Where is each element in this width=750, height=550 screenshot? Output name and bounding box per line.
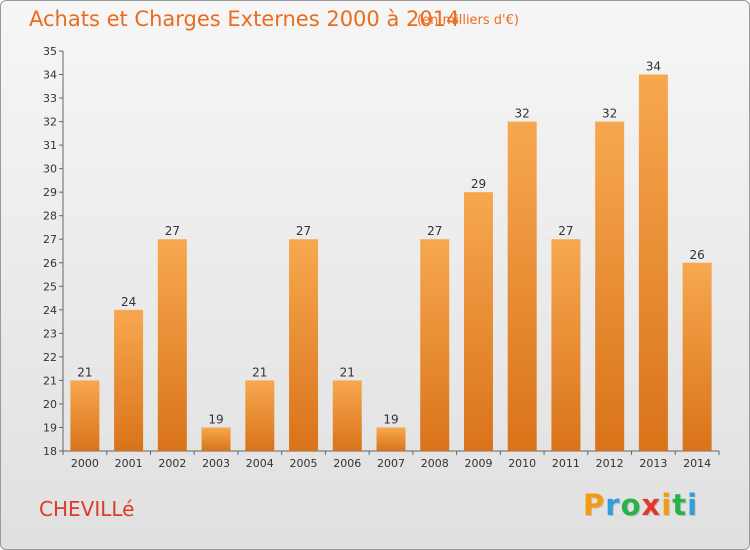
logo-letter: P — [583, 488, 606, 522]
chart-axes: 18 19 20 21 22 23 24 25 26 27 28 29 30 31 32 33 34 35 2000… — [43, 45, 720, 470]
bar-value-label: 19 — [208, 412, 223, 426]
bar — [682, 262, 712, 451]
y-tick-label: 24 — [43, 304, 57, 317]
logo-letter: i — [687, 488, 699, 522]
x-tick-label: 2005 — [290, 457, 318, 470]
bar-value-label: 21 — [340, 365, 355, 379]
chart-bars — [70, 74, 712, 452]
bar-value-label: 27 — [558, 224, 573, 238]
bar — [289, 239, 319, 451]
x-tick-label: 2006 — [333, 457, 361, 470]
bar — [245, 380, 275, 451]
bar — [595, 121, 625, 452]
x-tick-label: 2003 — [202, 457, 230, 470]
bar-value-label: 32 — [515, 107, 530, 121]
logo-letter: r — [605, 488, 621, 522]
bar-value-label: 34 — [646, 60, 661, 74]
y-tick-label: 35 — [43, 45, 57, 58]
bar-value-label: 29 — [471, 177, 486, 191]
proxiti-logo: Proxiti — [583, 488, 698, 522]
y-tick-label: 31 — [43, 139, 57, 152]
y-tick-label: 23 — [43, 327, 57, 340]
y-tick-label: 19 — [43, 421, 57, 434]
y-tick-label: 30 — [43, 163, 57, 176]
y-tick-label: 20 — [43, 398, 57, 411]
bar — [201, 427, 231, 451]
logo-letter: x — [641, 488, 662, 522]
logo-letter: i — [661, 488, 673, 522]
logo-letter: t — [672, 488, 688, 522]
bar — [507, 121, 537, 452]
chart-title: Achats et Charges Externes 2000 à 2014 — [29, 7, 460, 31]
x-tick-label: 2012 — [596, 457, 624, 470]
bar-value-label: 19 — [383, 412, 398, 426]
bar-value-label: 26 — [689, 248, 704, 262]
y-tick-label: 22 — [43, 351, 57, 364]
bar — [420, 239, 450, 451]
y-tick-label: 26 — [43, 257, 57, 270]
bar — [551, 239, 581, 451]
bar — [157, 239, 187, 451]
x-tick-label: 2004 — [246, 457, 274, 470]
bar-value-label: 21 — [252, 365, 267, 379]
bar-value-label: 32 — [602, 107, 617, 121]
bar — [638, 74, 668, 451]
y-tick-label: 29 — [43, 186, 57, 199]
y-tick-label: 34 — [43, 69, 57, 82]
bar-value-label: 24 — [121, 295, 136, 309]
bar-value-label: 27 — [427, 224, 442, 238]
x-tick-label: 2013 — [639, 457, 667, 470]
x-tick-label: 2009 — [464, 457, 492, 470]
x-tick-label: 2011 — [552, 457, 580, 470]
y-tick-label: 28 — [43, 210, 57, 223]
bar-value-label: 27 — [165, 224, 180, 238]
logo-letter: o — [620, 488, 642, 522]
chart-value-labels: 21 24 27 19 21 27 21 19 27 29 32 27 32 34 26 — [77, 60, 705, 427]
x-tick-label: 2000 — [71, 457, 99, 470]
x-tick-label: 2010 — [508, 457, 536, 470]
x-tick-label: 2001 — [115, 457, 143, 470]
x-tick-label: 2014 — [683, 457, 711, 470]
bar — [114, 309, 144, 451]
y-tick-label: 18 — [43, 445, 57, 458]
x-tick-label: 2008 — [421, 457, 449, 470]
bar — [70, 380, 100, 451]
y-tick-label: 25 — [43, 280, 57, 293]
x-tick-label: 2002 — [158, 457, 186, 470]
y-tick-label: 21 — [43, 374, 57, 387]
bar — [332, 380, 362, 451]
y-tick-label: 27 — [43, 233, 57, 246]
chart-unit-label: (en milliers d'€) — [417, 13, 519, 28]
bar — [376, 427, 406, 451]
bar-value-label: 21 — [77, 365, 92, 379]
y-tick-label: 33 — [43, 92, 57, 105]
bar — [463, 192, 493, 452]
place-name: CHEVILLé — [39, 497, 135, 521]
bar-value-label: 27 — [296, 224, 311, 238]
y-tick-label: 32 — [43, 116, 57, 129]
x-tick-label: 2007 — [377, 457, 405, 470]
